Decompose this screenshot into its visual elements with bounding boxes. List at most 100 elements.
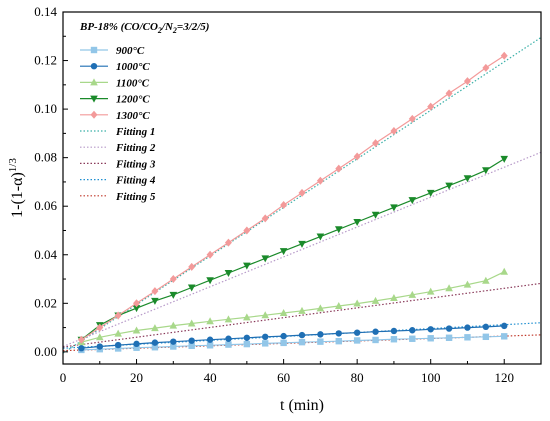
data-point bbox=[187, 284, 196, 292]
data-point bbox=[500, 51, 508, 60]
data-point bbox=[390, 126, 398, 135]
legend-label: 1200°C bbox=[116, 94, 150, 106]
legend-swatch-marker bbox=[90, 95, 98, 103]
legend-item: Fitting 5 bbox=[80, 191, 156, 203]
data-point bbox=[261, 214, 269, 223]
data-point bbox=[427, 335, 434, 342]
data-point bbox=[298, 338, 306, 346]
data-point bbox=[390, 293, 398, 301]
data-point bbox=[482, 276, 490, 284]
data-point bbox=[371, 296, 380, 304]
legend-item: Fitting 2 bbox=[80, 142, 156, 154]
data-point bbox=[334, 226, 343, 234]
data-point bbox=[188, 337, 195, 344]
data-point bbox=[206, 342, 214, 349]
legend-item: 1200°C bbox=[80, 94, 150, 106]
data-point bbox=[353, 337, 361, 344]
data-point bbox=[482, 63, 490, 72]
legend-item: 1300°C bbox=[80, 110, 150, 122]
legend-swatch-marker bbox=[90, 78, 98, 86]
data-point bbox=[280, 200, 288, 209]
legend-item: Fitting 1 bbox=[80, 126, 155, 138]
data-point bbox=[95, 333, 104, 341]
data-point bbox=[78, 345, 85, 352]
data-point bbox=[169, 291, 178, 299]
data-point bbox=[501, 322, 508, 330]
data-point bbox=[372, 328, 379, 335]
data-point bbox=[170, 343, 177, 350]
data-point bbox=[335, 330, 342, 337]
data-point bbox=[169, 275, 177, 284]
data-point bbox=[169, 321, 178, 329]
plot-frame bbox=[62, 11, 542, 365]
data-point bbox=[371, 211, 380, 219]
legend-label: Fitting 2 bbox=[115, 142, 156, 154]
data-point bbox=[463, 280, 472, 288]
data-point bbox=[372, 139, 380, 148]
legend-label: 1000°C bbox=[116, 61, 150, 73]
data-point bbox=[445, 89, 453, 98]
data-point bbox=[132, 305, 141, 313]
data-point bbox=[408, 290, 417, 298]
legend: BP-18% (CO/CO2/N2=3/2/5)900°C1000°C1100°… bbox=[79, 21, 209, 203]
data-point bbox=[298, 188, 306, 197]
data-point bbox=[316, 233, 325, 241]
data-point bbox=[224, 269, 233, 277]
legend-item: 1100°C bbox=[80, 77, 150, 89]
data-point bbox=[224, 238, 232, 247]
data-point bbox=[408, 114, 416, 123]
series-1 bbox=[78, 322, 508, 352]
legend-item: Fitting 3 bbox=[80, 158, 156, 170]
data-point bbox=[426, 189, 435, 197]
y-tick-label: 0.06 bbox=[34, 198, 57, 213]
data-point bbox=[409, 327, 416, 334]
data-point bbox=[114, 341, 122, 349]
data-point bbox=[262, 333, 269, 341]
data-point bbox=[133, 340, 140, 348]
legend-label: 900°C bbox=[116, 45, 145, 57]
y-tick-label: 0.02 bbox=[34, 295, 57, 310]
data-point bbox=[390, 327, 398, 335]
data-point bbox=[445, 334, 453, 341]
fit-line-1 bbox=[63, 36, 541, 354]
data-point bbox=[463, 175, 472, 183]
legend-label: Fitting 1 bbox=[115, 126, 155, 138]
data-point bbox=[151, 297, 159, 305]
data-point bbox=[353, 299, 361, 307]
data-point bbox=[353, 329, 361, 336]
x-tick-label: 0 bbox=[60, 370, 67, 385]
data-point bbox=[500, 155, 509, 163]
legend-item: 900°C bbox=[80, 45, 145, 57]
series-line-4 bbox=[81, 55, 505, 341]
legend-title-sub: 2 bbox=[172, 26, 177, 35]
series-line-3 bbox=[81, 158, 505, 341]
y-tick-label: 0.04 bbox=[34, 247, 57, 262]
data-point bbox=[426, 287, 435, 295]
legend-item: Fitting 4 bbox=[80, 175, 156, 187]
data-point bbox=[280, 339, 287, 347]
data-point bbox=[225, 335, 232, 342]
data-point bbox=[96, 343, 103, 350]
legend-title-part: BP-18% (CO/CO bbox=[79, 21, 158, 33]
data-point bbox=[279, 248, 288, 256]
data-point bbox=[353, 218, 361, 226]
axes: 0 20 40 60 80 100 120 0.00 0.02 0.04 0.06 0.08 0.10 0… bbox=[7, 4, 542, 414]
data-point bbox=[482, 167, 490, 175]
data-point bbox=[151, 287, 159, 296]
data-point bbox=[261, 255, 270, 263]
data-point bbox=[316, 304, 325, 312]
legend-label: Fitting 3 bbox=[115, 158, 156, 170]
legend-label: Fitting 5 bbox=[115, 191, 156, 203]
data-point bbox=[114, 345, 122, 352]
data-point bbox=[298, 306, 306, 314]
series-2 bbox=[77, 267, 509, 346]
data-point bbox=[224, 315, 233, 323]
data-point bbox=[445, 284, 453, 292]
x-tick-label: 40 bbox=[204, 370, 217, 385]
y-tick-label: 0.12 bbox=[34, 53, 57, 68]
data-point bbox=[464, 334, 471, 341]
data-point bbox=[261, 311, 270, 319]
legend-item: 1000°C bbox=[80, 61, 150, 73]
legend-title: BP-18% (CO/CO2/N2=3/2/5) bbox=[79, 21, 209, 35]
